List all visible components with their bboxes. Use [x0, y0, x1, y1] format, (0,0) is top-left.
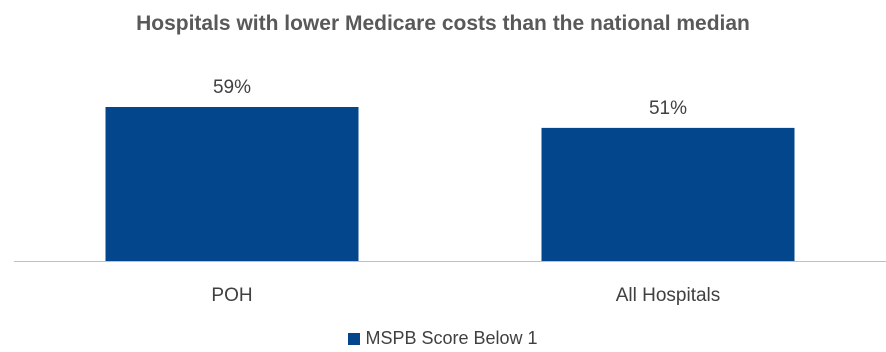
legend: MSPB Score Below 1 — [0, 328, 886, 349]
x-tick-label: All Hospitals — [616, 285, 721, 306]
bars-group — [105, 107, 795, 262]
bar-all-hospitals — [541, 127, 795, 262]
data-labels-group: 59% 51% — [213, 77, 687, 119]
legend-swatch — [348, 333, 361, 345]
legend-label: MSPB Score Below 1 — [365, 328, 538, 348]
chart-title: Hospitals with lower Medicare costs than… — [136, 12, 750, 35]
data-label: 59% — [213, 77, 251, 98]
x-tick-label: POH — [211, 285, 252, 306]
data-label: 51% — [649, 98, 687, 119]
x-tick-labels-group: POH All Hospitals — [211, 285, 720, 306]
bar-poh — [105, 107, 359, 261]
